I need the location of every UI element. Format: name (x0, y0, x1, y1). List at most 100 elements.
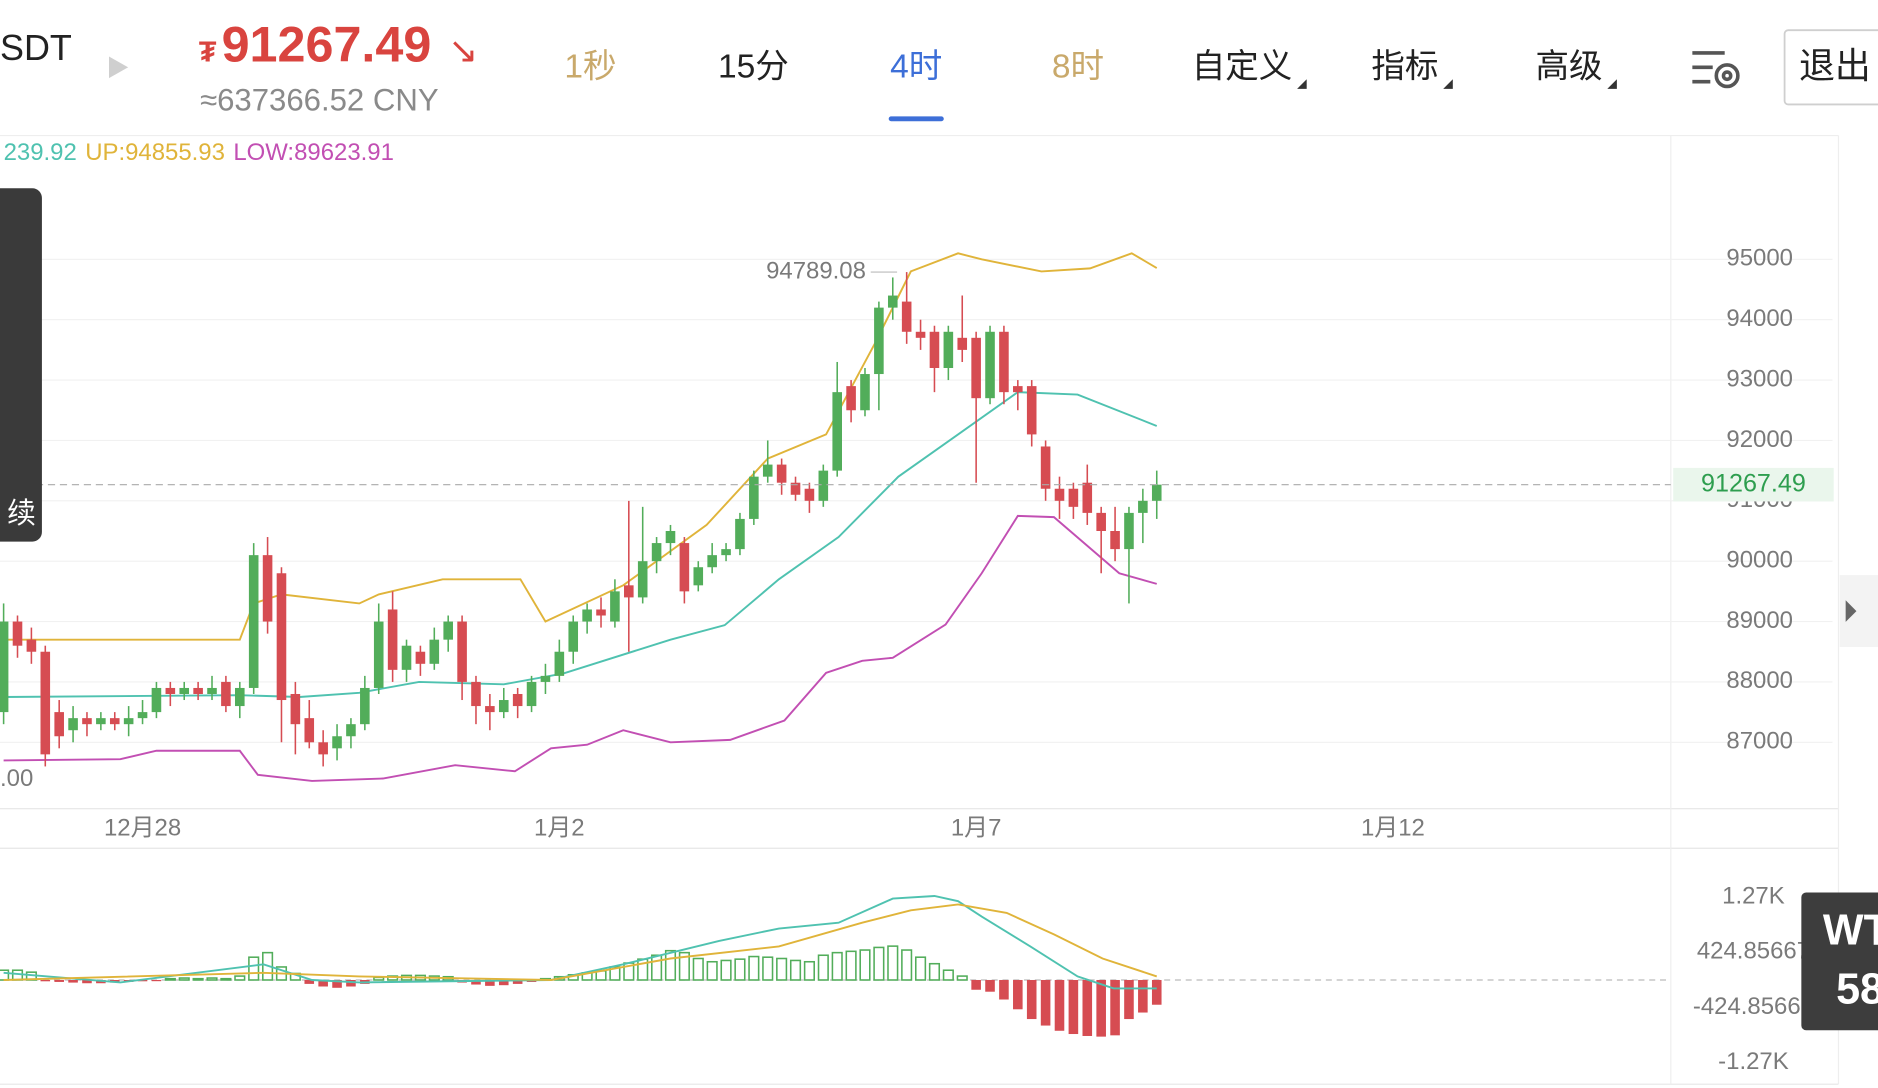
candle-body (818, 470, 829, 501)
candle-body (1013, 386, 1023, 393)
y-tick-label: 1.27K (1722, 883, 1785, 910)
candle-body (193, 687, 203, 694)
macd-bar (664, 949, 677, 981)
candle-body (415, 651, 426, 664)
macd-bar (1026, 979, 1037, 1020)
candle-body (790, 482, 801, 495)
legend-entry: 239.92 (4, 139, 77, 166)
candle-body (846, 386, 856, 411)
candle-body (165, 687, 176, 694)
macd-bar (1151, 979, 1162, 1005)
macd-bar (234, 975, 246, 981)
candle-body (1124, 512, 1134, 550)
macd-bar (137, 979, 148, 982)
macd-bar (873, 946, 885, 981)
macd-bar (803, 960, 815, 981)
last-price-box (1673, 467, 1834, 502)
tab[interactable]: 高级 (1535, 48, 1602, 85)
macd-bar (942, 969, 954, 981)
candle-body (304, 718, 315, 743)
macd-bar (206, 977, 218, 981)
candle-body (1138, 500, 1148, 513)
macd-bar (845, 950, 857, 981)
candle-body (262, 555, 273, 622)
macd-bar (332, 979, 342, 988)
macd-bar (68, 979, 78, 983)
candle-body (96, 718, 106, 725)
macd-bar (220, 977, 232, 981)
candle-body (665, 530, 676, 544)
tab-underline (888, 116, 944, 122)
overlay-text: 58 (1836, 965, 1878, 1013)
y-tick-label: 92000 (1726, 426, 1793, 453)
candle-body (207, 687, 217, 694)
play-icon[interactable] (108, 56, 129, 79)
tab[interactable]: 指标 (1371, 48, 1438, 85)
trend-icon: ↘ (448, 29, 478, 70)
candle-body (318, 742, 328, 755)
candle-body (1096, 512, 1106, 531)
candle-body (971, 337, 981, 399)
expand-button[interactable] (1839, 575, 1878, 648)
candle-body (512, 693, 523, 707)
exit-button[interactable] (1783, 29, 1878, 106)
legend-entry: UP:94855.93 (85, 139, 225, 166)
y-tick-label: 93000 (1726, 365, 1793, 392)
tab[interactable]: 15分 (718, 48, 789, 85)
tab[interactable]: 自定义 (1192, 48, 1293, 85)
tab[interactable]: 1秒 (564, 48, 616, 85)
candle-body (762, 464, 773, 477)
y-tick-label: -424.85667 (1693, 993, 1814, 1020)
candle-body (915, 331, 926, 338)
right-overlay[interactable] (1801, 892, 1878, 1031)
candle-body (151, 687, 162, 713)
macd-bar (1068, 979, 1079, 1035)
macd-bar (956, 975, 968, 981)
macd-bar (776, 957, 788, 981)
candle-body (721, 549, 731, 556)
x-tick-label: 1月12 (1361, 814, 1425, 841)
candle-body (457, 621, 467, 682)
currency-sign: ₮ (199, 37, 217, 69)
macd-bar (651, 954, 663, 981)
macd-bar (485, 979, 495, 986)
tab[interactable]: 4时 (890, 48, 942, 85)
candle-body (360, 687, 370, 725)
y-tick-label: 88000 (1726, 667, 1793, 694)
macd-bar (914, 956, 927, 981)
candle-body (651, 543, 662, 562)
candle-body (985, 331, 995, 399)
left-panel[interactable] (0, 188, 42, 542)
macd-bar (164, 977, 176, 981)
macd-bar (178, 977, 190, 981)
candle-body (832, 392, 842, 471)
macd-bar (817, 954, 829, 981)
candle-body (929, 331, 940, 369)
candle-body (568, 621, 579, 652)
candle-body (248, 555, 259, 688)
macd-bar (734, 958, 746, 981)
macd-bar (1124, 979, 1134, 1020)
macd-bar (54, 979, 64, 982)
candle-body (1026, 386, 1037, 435)
candle-body (1110, 530, 1120, 550)
candle-body (624, 585, 634, 598)
macd-bar (901, 949, 913, 981)
x-tick-label: 1月7 (951, 814, 1002, 841)
indicator-icon[interactable] (1692, 51, 1740, 89)
y-tick-label: -1.27K (1718, 1048, 1789, 1075)
candle-body (109, 718, 120, 725)
x-tick-label: 12月28 (104, 814, 181, 841)
candle-body (637, 561, 648, 598)
macd-bar (1040, 979, 1051, 1026)
overlay-text: WT (1823, 907, 1878, 955)
candle-body (1082, 482, 1093, 513)
candle-body (860, 374, 870, 411)
candle-body (276, 573, 287, 701)
macd-bar (999, 979, 1009, 1000)
candle-body (68, 718, 78, 731)
tab[interactable]: 8时 (1052, 48, 1104, 85)
indicator-line (3, 514, 1158, 782)
